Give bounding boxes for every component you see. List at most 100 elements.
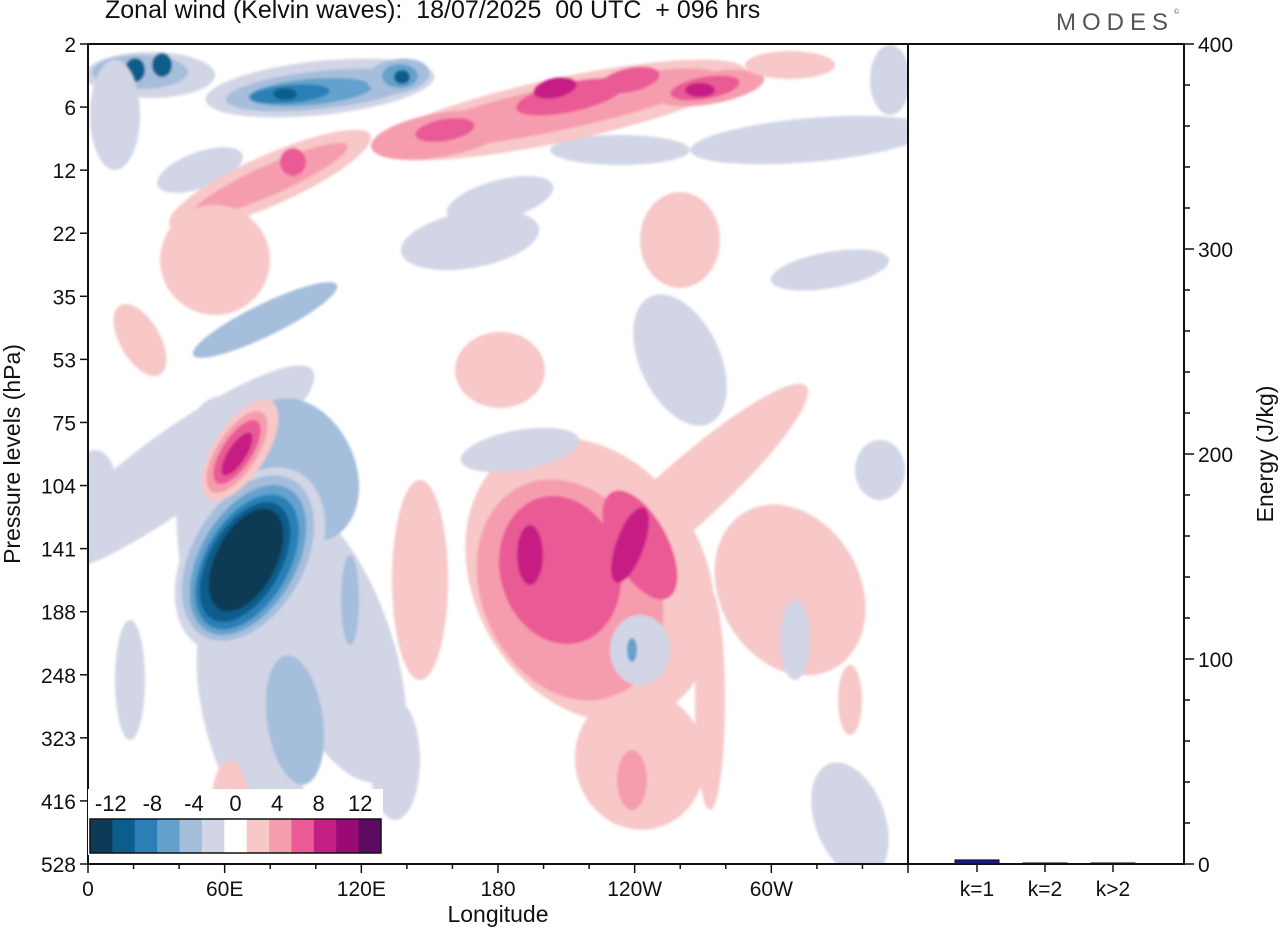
chart-title: Zonal wind (Kelvin waves): 18/07/2025 00…	[105, 0, 761, 24]
neg-band	[265, 655, 325, 785]
upper-pos	[415, 117, 475, 143]
wind-contour-fields	[88, 45, 908, 864]
energy-bar	[954, 859, 1000, 865]
x-tick-label: 60E	[206, 878, 243, 901]
colorbar-swatch	[112, 819, 136, 853]
pos-core	[221, 432, 253, 476]
pos-blob	[838, 665, 862, 735]
colorbar-swatch	[246, 819, 270, 853]
y-tick-label: 22	[53, 223, 76, 246]
neg-blob	[446, 176, 554, 224]
y-tick-label: 528	[41, 854, 76, 877]
colorbar-swatch	[269, 819, 292, 853]
neg-blob	[811, 762, 889, 864]
upper-pos	[516, 78, 624, 116]
neg-band	[115, 620, 145, 740]
pos-blob	[113, 303, 167, 377]
y-tick-label: 12	[53, 160, 76, 183]
copyright-icon: ©	[1174, 9, 1180, 16]
colorbar-swatch	[313, 819, 337, 853]
neg-band	[341, 555, 359, 645]
upper-pos	[192, 142, 348, 218]
upper-neg	[90, 60, 140, 170]
pos-structure	[611, 507, 649, 583]
x-tick-label: 60W	[750, 878, 793, 901]
neg-blob	[400, 209, 540, 271]
upper-pos	[685, 83, 715, 97]
energy-tick-label: 100	[1198, 649, 1233, 672]
neg-blob	[633, 294, 727, 426]
colorbar-swatch	[90, 819, 113, 853]
x-tick-label: 120W	[607, 878, 662, 901]
pos-blob	[695, 590, 725, 810]
upper-pos	[745, 51, 835, 79]
upper-pos	[280, 148, 306, 176]
energy-frame	[907, 43, 1185, 865]
colorbar-swatch	[224, 819, 248, 853]
neg-blob	[770, 249, 890, 291]
colorbar-swatch	[134, 819, 158, 853]
colorbar-label: -8	[143, 791, 163, 816]
colorbar-frame	[89, 818, 382, 854]
modes-logo: MODES©	[1056, 9, 1179, 37]
upper-neg	[394, 70, 410, 84]
neg-band	[88, 450, 115, 510]
upper-neg	[870, 45, 908, 115]
energy-bar	[1090, 862, 1136, 865]
colorbar-label: 8	[313, 791, 325, 816]
neg-blob	[780, 600, 810, 680]
y-tick-label: 188	[41, 602, 76, 625]
colorbar-label: -4	[184, 791, 204, 816]
pos-blob	[455, 332, 545, 408]
x-tick-label: 0	[82, 878, 94, 901]
colorbar-swatch	[179, 819, 203, 853]
y-tick-label: 416	[41, 791, 76, 814]
y-tick-label: 104	[41, 476, 76, 499]
upper-pos	[533, 77, 577, 99]
pressure-axis: 2 6 12 22 35 53 75 104 141 188 248 323 416 528	[41, 34, 88, 877]
y-axis-title: Pressure levels (hPa)	[0, 344, 25, 564]
energy-category-label: k=1	[960, 878, 994, 901]
x-axis-title: Longitude	[447, 901, 548, 927]
pos-blob	[714, 504, 866, 676]
upper-pos	[600, 66, 660, 94]
upper-neg	[157, 147, 243, 193]
upper-neg	[690, 115, 908, 165]
y-tick-label: 6	[64, 97, 76, 120]
upper-neg	[273, 88, 297, 100]
y-tick-label: 248	[41, 665, 76, 688]
neg-blob	[460, 427, 580, 473]
energy-tick-label: 0	[1198, 854, 1210, 877]
energy-panel: 0 100 200 300 400 k=1 k=2 k>2	[907, 34, 1233, 901]
energy-category-label: k=2	[1028, 878, 1062, 901]
pos-blob	[617, 750, 647, 810]
x-tick-label: 180	[480, 878, 515, 901]
energy-tick-label: 200	[1198, 444, 1233, 467]
upper-neg	[152, 53, 172, 77]
longitude-axis: 0 60E 120E 180 120W 60W	[82, 864, 909, 901]
colorbar-label: 0	[229, 791, 241, 816]
colorbar-swatch	[291, 819, 315, 853]
pos-structure	[517, 525, 543, 585]
y-tick-label: 2	[64, 34, 76, 57]
energy-tick-label: 300	[1198, 239, 1233, 262]
energy-category-label: k>2	[1096, 878, 1130, 901]
y-tick-label: 141	[41, 539, 76, 562]
energy-axis-title: Energy (J/kg)	[1252, 386, 1278, 523]
y-tick-label: 53	[53, 349, 76, 372]
y-tick-label: 75	[53, 412, 76, 435]
colorbar-swatch	[157, 819, 181, 853]
energy-tick-label: 400	[1198, 34, 1233, 57]
colorbar-label: 12	[348, 791, 372, 816]
neg-band	[192, 282, 338, 358]
y-tick-label: 323	[41, 728, 76, 751]
colorbar-label: 4	[271, 791, 283, 816]
upper-pos	[160, 205, 270, 315]
x-tick-label: 120E	[337, 878, 386, 901]
upper-neg	[550, 135, 690, 165]
colorbar-swatch	[201, 819, 225, 853]
pos-blob	[392, 480, 448, 680]
neg-blob	[627, 638, 637, 662]
neg-core	[208, 508, 284, 612]
